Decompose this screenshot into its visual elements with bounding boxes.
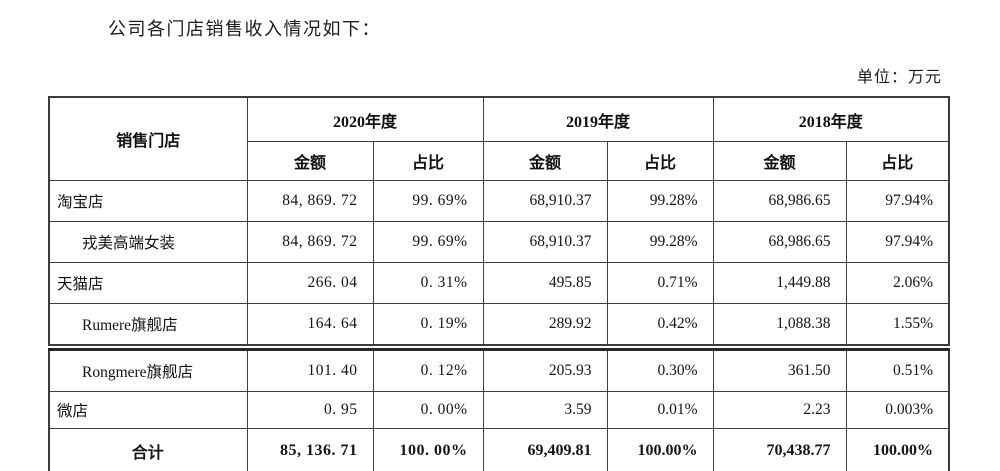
amount-2018-cell: 361.50: [712, 349, 847, 392]
total-ratio-2019-cell: 100.00%: [606, 428, 714, 471]
table-row-rongmei-womenswear: 戎美高端女装 84, 869. 72 99. 69% 68,910.37 99.…: [48, 221, 950, 263]
table-row-tmall: 天猫店 266. 04 0. 31% 495.85 0.71% 1,449.88…: [48, 262, 950, 304]
ratio-2019-cell: 0.01%: [606, 391, 714, 429]
total-ratio-2020-cell: 100. 00%: [372, 428, 484, 471]
total-label-cell: 合计: [48, 428, 248, 471]
store-name-cell: 淘宝店: [48, 180, 248, 222]
total-amount-2019-cell: 69,409.81: [482, 428, 608, 471]
ratio-2019-cell: 99.28%: [606, 221, 714, 263]
amount-2020-cell: 266. 04: [246, 262, 374, 304]
table-row-rumere-flagship: Rumere旗舰店 164. 64 0. 19% 289.92 0.42% 1,…: [48, 303, 950, 346]
store-name-cell: Rumere旗舰店: [48, 303, 248, 346]
page-title: 公司各门店销售收入情况如下：: [108, 19, 381, 39]
amount-2018-cell: 1,088.38: [712, 303, 847, 346]
amount-2020-cell: 84, 869. 72: [246, 180, 374, 222]
amount-2020-cell: 84, 869. 72: [246, 221, 374, 263]
ratio-2020-cell: 0. 31%: [372, 262, 484, 304]
amount-2019-cell: 3.59: [482, 391, 608, 429]
ratio-2019-cell: 0.30%: [606, 349, 714, 392]
col-header-ratio-2020: 占比: [372, 141, 484, 181]
ratio-2018-cell: 97.94%: [845, 180, 950, 222]
ratio-2019-cell: 0.42%: [606, 303, 714, 346]
header-row-years: 销售门店 2020年度 2019年度 2018年度: [48, 96, 950, 181]
amount-2019-cell: 68,910.37: [482, 180, 608, 222]
sales-revenue-table: 销售门店 2020年度 2019年度 2018年度 金额 占比 金额 占比 金额…: [48, 96, 951, 471]
ratio-2020-cell: 0. 12%: [372, 349, 484, 392]
total-amount-2020-cell: 85, 136. 71: [246, 428, 374, 471]
col-header-amount-2018: 金额: [712, 141, 847, 181]
col-header-year-2019: 2019年度: [482, 96, 714, 142]
store-name-cell: 戎美高端女装: [48, 221, 248, 263]
ratio-2018-cell: 97.94%: [845, 221, 950, 263]
amount-2019-cell: 205.93: [482, 349, 608, 392]
ratio-2020-cell: 99. 69%: [372, 180, 484, 222]
ratio-2020-cell: 0. 19%: [372, 303, 484, 346]
table-row-rongmere-flagship: Rongmere旗舰店 101. 40 0. 12% 205.93 0.30% …: [48, 349, 950, 392]
amount-2020-cell: 0. 95: [246, 391, 374, 429]
amount-2018-cell: 1,449.88: [712, 262, 847, 304]
amount-2019-cell: 68,910.37: [482, 221, 608, 263]
store-name-cell: Rongmere旗舰店: [48, 349, 248, 392]
ratio-2019-cell: 99.28%: [606, 180, 714, 222]
store-name-cell: 天猫店: [48, 262, 248, 304]
header-row-measures: 金额 占比 金额 占比 金额 占比: [49, 141, 950, 181]
col-header-amount-2019: 金额: [482, 141, 608, 181]
ratio-2019-cell: 0.71%: [606, 262, 714, 304]
amount-2018-cell: 2.23: [712, 391, 847, 429]
col-header-store: 销售门店: [48, 96, 248, 181]
table-row-weidian: 微店 0. 95 0. 00% 3.59 0.01% 2.23 0.003%: [48, 391, 950, 429]
amount-2018-cell: 68,986.65: [712, 221, 847, 263]
col-header-ratio-2018: 占比: [845, 141, 950, 181]
ratio-2018-cell: 0.51%: [845, 349, 950, 392]
ratio-2018-cell: 0.003%: [845, 391, 950, 429]
total-row: 合计 85, 136. 71 100. 00% 69,409.81 100.00…: [48, 428, 950, 471]
unit-label: 单位：万元: [856, 69, 942, 86]
total-amount-2018-cell: 70,438.77: [712, 428, 847, 471]
col-header-year-2020: 2020年度: [246, 96, 484, 142]
total-ratio-2018-cell: 100.00%: [845, 428, 950, 471]
table-segment-top: 销售门店 2020年度 2019年度 2018年度 金额 占比 金额 占比 金额…: [48, 96, 951, 346]
table-segment-bottom: Rongmere旗舰店 101. 40 0. 12% 205.93 0.30% …: [48, 348, 950, 471]
ratio-2018-cell: 1.55%: [845, 303, 950, 346]
ratio-2018-cell: 2.06%: [845, 262, 950, 304]
ratio-2020-cell: 99. 69%: [372, 221, 484, 263]
amount-2019-cell: 495.85: [482, 262, 608, 304]
ratio-2020-cell: 0. 00%: [372, 391, 484, 429]
table-row-taobao: 淘宝店 84, 869. 72 99. 69% 68,910.37 99.28%…: [48, 180, 950, 222]
col-header-amount-2020: 金额: [246, 141, 374, 181]
store-name-cell: 微店: [48, 391, 248, 429]
amount-2020-cell: 164. 64: [246, 303, 374, 346]
amount-2018-cell: 68,986.65: [712, 180, 847, 222]
col-header-ratio-2019: 占比: [606, 141, 714, 181]
col-header-year-2018: 2018年度: [712, 96, 950, 142]
amount-2019-cell: 289.92: [482, 303, 608, 346]
amount-2020-cell: 101. 40: [246, 349, 374, 392]
